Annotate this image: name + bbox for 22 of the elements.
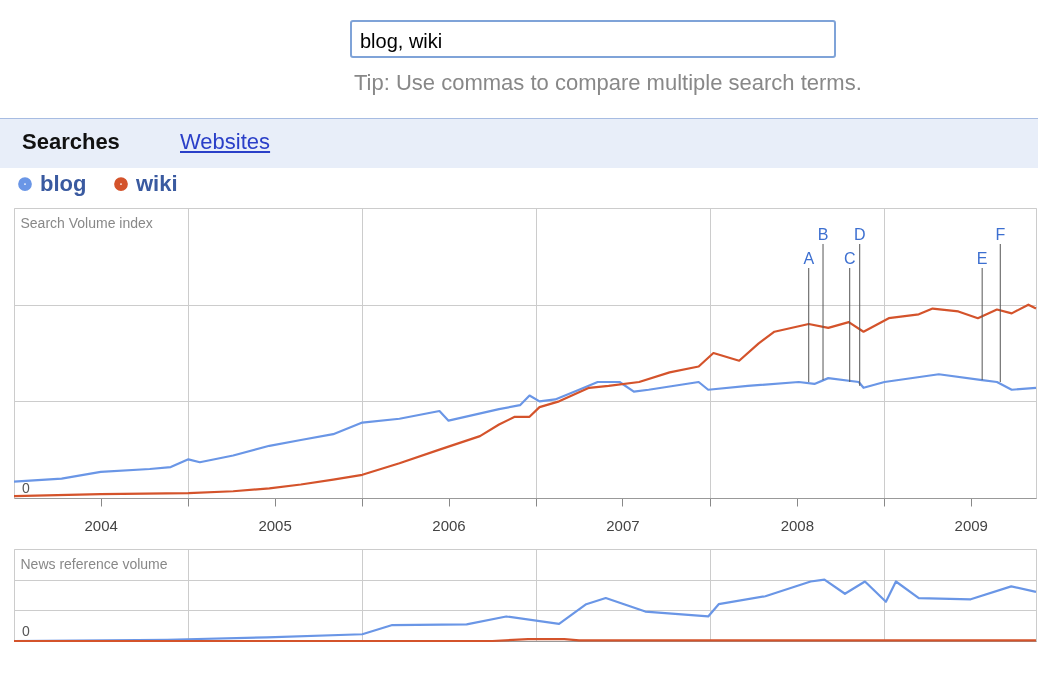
annotation: 0 [22,480,30,496]
x-tick-label: 2005 [258,516,292,534]
x-tick-label: 2006 [432,516,466,534]
text: Searches [22,129,120,155]
annotation: D [853,226,866,243]
annotation: 0 [22,623,30,639]
annotation: A [803,250,815,267]
annotation: F [995,226,1006,243]
annotation: E [976,250,988,267]
x-tick-label: 2008 [780,516,815,534]
legend-label: blog [40,171,87,197]
y-axis-title: Search Volume index [20,214,153,231]
text: Tip: Use commas to compare multiple search terms. [354,70,862,96]
text: Websites [180,129,271,155]
annotation: C [843,250,856,267]
legend-label: wiki [135,171,178,197]
search-field: blog, wiki [350,20,836,58]
annotation: B [817,226,829,243]
x-tick-label: 2009 [954,516,988,534]
x-tick-label: 2004 [84,516,118,534]
x-tick-label: 2007 [606,516,640,534]
y-axis-title: News reference volume [20,555,168,572]
